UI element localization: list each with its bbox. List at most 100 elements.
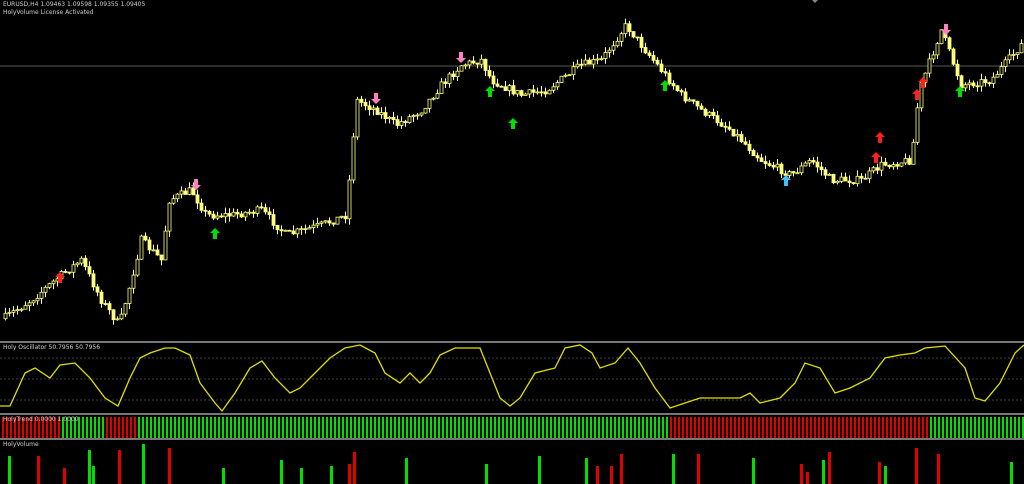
trend-bar [598,417,600,438]
chart-shift-marker [812,0,818,3]
trend-bar [282,417,284,438]
trend-bar [418,417,420,438]
candle-body [547,89,552,95]
candle-body [395,119,400,126]
candle-body [447,73,452,84]
candle-body [119,313,124,320]
candle-body [587,59,592,65]
candle-body [679,90,684,93]
candle-body [443,81,448,84]
trend-bar [686,417,688,438]
trend-bar [918,417,920,438]
candle-body [307,227,312,230]
trend-bar [926,417,928,438]
volume-bar [752,458,755,484]
buy-arrow-icon [210,228,220,239]
candle-body [403,121,408,123]
trend-bar [1014,417,1016,438]
candlestick-chart [0,0,1024,325]
trend-bar [54,417,56,438]
volume-pane[interactable]: HolyVolume [0,440,1024,484]
trend-bar [554,417,556,438]
candle-body [31,300,36,304]
volume-bar [300,468,303,484]
candle-body [883,161,888,166]
trend-bar [142,417,144,438]
trend-bar [450,417,452,438]
candle-body [851,182,856,185]
trend-bar [410,417,412,438]
candle-body [611,45,616,51]
candle-body [75,262,80,266]
candle-body [551,86,556,91]
trend-bar [14,417,16,438]
trend-bar [366,417,368,438]
trend-bar [914,417,916,438]
candle-body [579,63,584,66]
trend-bar [670,417,672,438]
trend-bar [974,417,976,438]
trend-pane[interactable]: HolyTrend 0.0000 1.0000 [0,415,1024,438]
candle-body [711,111,716,116]
trend-bar [294,417,296,438]
trend-bar [842,417,844,438]
candle-body [167,202,172,232]
pane-divider[interactable] [0,341,1024,343]
trend-bar [954,417,956,438]
volume-bar [672,454,675,484]
trend-bar [750,417,752,438]
candle-body [643,47,648,54]
pane-divider[interactable] [0,413,1024,415]
trend-bar [642,417,644,438]
trend-histogram [2,417,1024,438]
trend-bar [622,417,624,438]
oscillator-pane[interactable]: Holy Oscillator 50.7956 50.7956 [0,343,1024,413]
candle-body [83,257,88,268]
price-chart[interactable]: EURUSD,H4 1.09463 1.09598 1.09355 1.0940… [0,0,1024,341]
reversal-arrow-icon [781,175,791,186]
volume-bar [168,448,171,484]
trend-bar [234,417,236,438]
candle-body [923,72,928,83]
trend-bar [238,417,240,438]
trend-bar [318,417,320,438]
candle-body [855,175,860,185]
trend-bar [278,417,280,438]
pane-divider[interactable] [0,438,1024,440]
trend-bar [810,417,812,438]
candle-body [531,89,536,93]
trend-bar [82,417,84,438]
candle-body [847,180,852,184]
trend-bar [422,417,424,438]
trend-bar [818,417,820,438]
volume-bar [585,458,588,484]
trend-bar [478,417,480,438]
candle-body [479,58,484,65]
candle-body [811,160,816,163]
trend-bar [378,417,380,438]
trend-bar [22,417,24,438]
candle-body [599,58,604,60]
trend-bar [994,417,996,438]
volume-bar [596,466,599,484]
trend-bar [734,417,736,438]
candle-body [451,73,456,78]
trend-bar [350,417,352,438]
oscillator-label: Holy Oscillator 50.7956 50.7956 [3,344,101,351]
trend-bar [90,417,92,438]
candle-body [627,23,632,32]
trend-bar [506,417,508,438]
trend-bar [118,417,120,438]
candle-body [887,164,892,168]
trend-bar [674,417,676,438]
trend-bar [610,417,612,438]
candle-body [463,64,468,67]
trend-bar [938,417,940,438]
trend-bar [694,417,696,438]
candle-body [263,207,268,213]
candle-body [431,97,436,100]
candle-body [907,158,912,165]
trend-bar [606,417,608,438]
trend-bar [762,417,764,438]
candle-body [283,229,288,232]
